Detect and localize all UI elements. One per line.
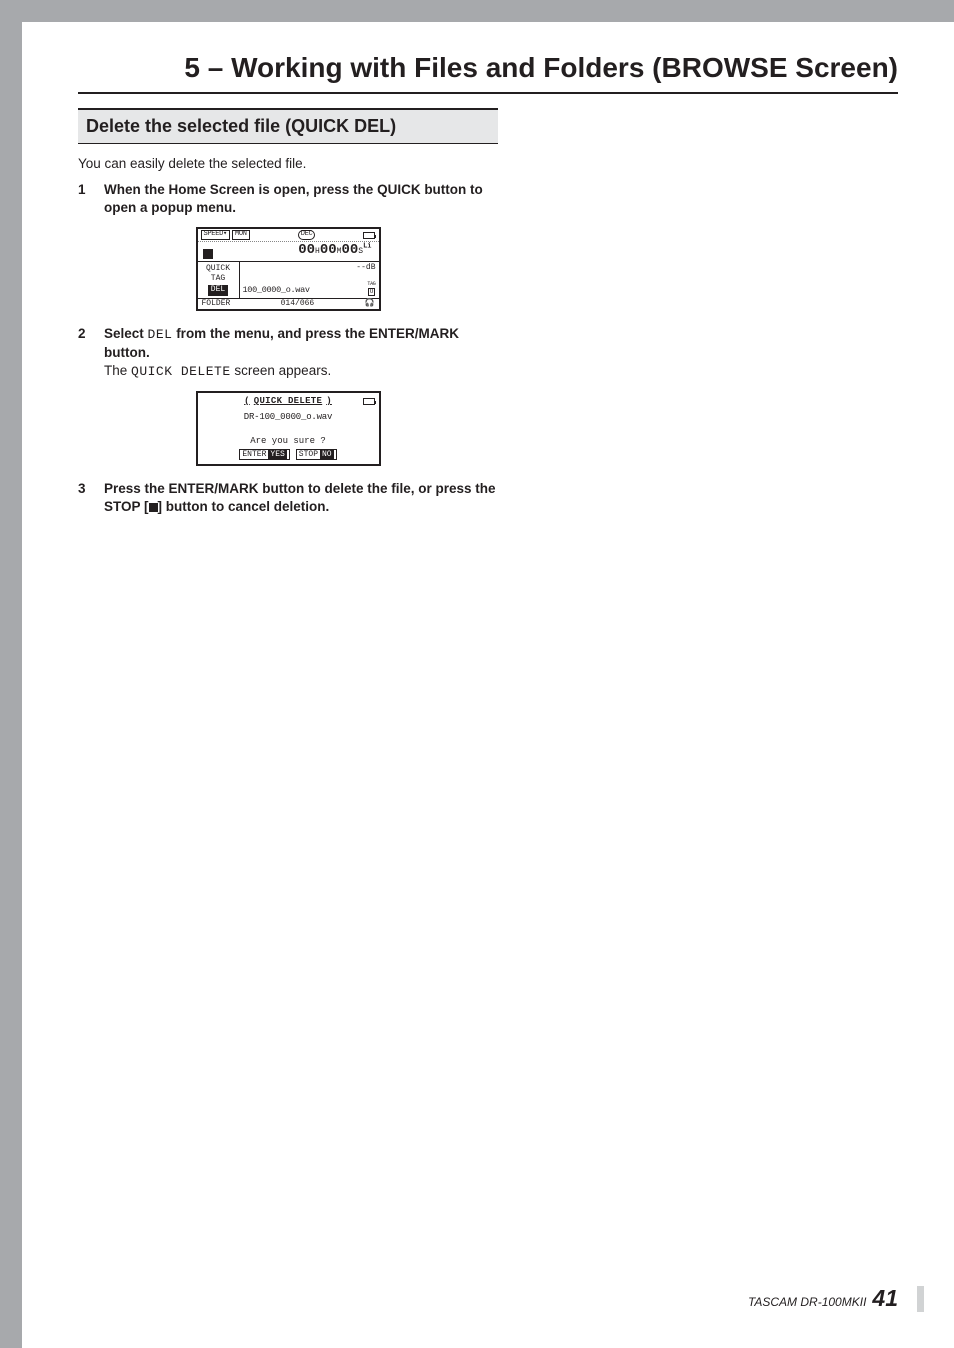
qd-title: QUICK DELETE bbox=[244, 396, 332, 406]
battery-icon bbox=[363, 232, 375, 239]
section-heading: Delete the selected file (QUICK DEL) bbox=[78, 108, 498, 144]
speed-pill: SPEED▾ bbox=[201, 230, 230, 240]
no-val: NO bbox=[320, 450, 334, 459]
lcd-quick-menu: QUICK TAG DEL --dB 100_0000_o.wav TAG O bbox=[198, 261, 379, 298]
file-counter: 014/066 bbox=[281, 300, 315, 309]
dec-pill: DEC bbox=[298, 230, 316, 240]
enter-key: ENTER bbox=[242, 450, 266, 459]
time-h: 00 bbox=[298, 242, 315, 258]
page-frame: 5 – Working with Files and Folders (BROW… bbox=[0, 0, 954, 1348]
lcd-timecode: 00H00M00SLi bbox=[298, 243, 375, 258]
step-2: 2 Select DEL from the menu, and press th… bbox=[78, 325, 498, 380]
stop-square-icon bbox=[149, 503, 158, 512]
quick-menu-items: QUICK TAG DEL bbox=[198, 262, 240, 298]
chapter-title: 5 – Working with Files and Folders (BROW… bbox=[78, 52, 898, 94]
s3-b: ] button to cancel deletion. bbox=[158, 499, 330, 514]
lcd-filename: 100_0000_o.wav bbox=[243, 286, 310, 295]
lcd-time-row: 00H00M00SLi bbox=[198, 242, 379, 260]
intro-text: You can easily delete the selected file. bbox=[78, 156, 498, 171]
enter-yes: ENTERYES bbox=[239, 449, 289, 460]
yes-val: YES bbox=[268, 450, 286, 459]
step2-line2: The QUICK DELETE screen appears. bbox=[104, 363, 331, 378]
battery-icon bbox=[363, 398, 375, 405]
db-meter: --dB bbox=[243, 264, 376, 273]
lcd-home-screen: SPEED▾ MON DEC 00H00M00SLi QUICK TAG DEL bbox=[196, 227, 381, 311]
stop-no: STOPNO bbox=[296, 449, 337, 460]
lcd-quick-delete-screen: QUICK DELETE DR-100_0000_o.wav Are you s… bbox=[196, 391, 381, 466]
s2-del-mono: DEL bbox=[148, 327, 173, 342]
lcd-top-bar: SPEED▾ MON DEC bbox=[198, 229, 379, 242]
s2-tmono: QUICK DELETE bbox=[131, 364, 231, 379]
time-m: 00 bbox=[320, 242, 337, 258]
s2-ta: The bbox=[104, 363, 131, 378]
qd-filename: DR-100_0000_o.wav bbox=[202, 412, 375, 422]
mon-pill: MON bbox=[232, 230, 250, 240]
page-footer: TASCAM DR-100MKII 41 bbox=[748, 1285, 898, 1312]
headphone-icon bbox=[365, 300, 375, 309]
footer-accent-bar bbox=[917, 1286, 924, 1312]
step-body: Press the ENTER/MARK button to delete th… bbox=[104, 480, 498, 516]
step-number: 3 bbox=[78, 480, 92, 516]
menu-del-selected: DEL bbox=[208, 285, 228, 295]
stop-key: STOP bbox=[299, 450, 318, 459]
step-1: 1 When the Home Screen is open, press th… bbox=[78, 181, 498, 217]
quick-right: --dB 100_0000_o.wav TAG O bbox=[240, 262, 379, 298]
time-s: 00 bbox=[341, 242, 358, 258]
step-3: 3 Press the ENTER/MARK button to delete … bbox=[78, 480, 498, 516]
product-name: TASCAM DR-100MKII bbox=[748, 1295, 866, 1309]
qd-buttons: ENTERYES STOPNO bbox=[202, 449, 375, 460]
step-number: 2 bbox=[78, 325, 92, 380]
step-body: Select DEL from the menu, and press the … bbox=[104, 325, 498, 380]
page-number: 41 bbox=[872, 1285, 898, 1312]
step-text: When the Home Screen is open, press the … bbox=[104, 181, 498, 217]
step-number: 1 bbox=[78, 181, 92, 217]
stop-status-icon bbox=[203, 249, 213, 259]
folder-label: FOLDER bbox=[202, 300, 231, 309]
filename-row: 100_0000_o.wav TAG O bbox=[243, 282, 376, 296]
step2-line1: Select DEL from the menu, and press the … bbox=[104, 326, 459, 360]
content-column: Delete the selected file (QUICK DEL) You… bbox=[78, 108, 498, 516]
lcd-footer: FOLDER 014/066 bbox=[198, 298, 379, 310]
qd-question: Are you sure ? bbox=[202, 436, 375, 446]
menu-tag: TAG bbox=[198, 274, 239, 284]
s2-tb: screen appears. bbox=[231, 363, 332, 378]
li-indicator: Li bbox=[363, 242, 371, 250]
tag-box: O bbox=[368, 288, 375, 296]
quick-title: QUICK bbox=[198, 264, 239, 274]
s2-lead: Select bbox=[104, 326, 148, 341]
